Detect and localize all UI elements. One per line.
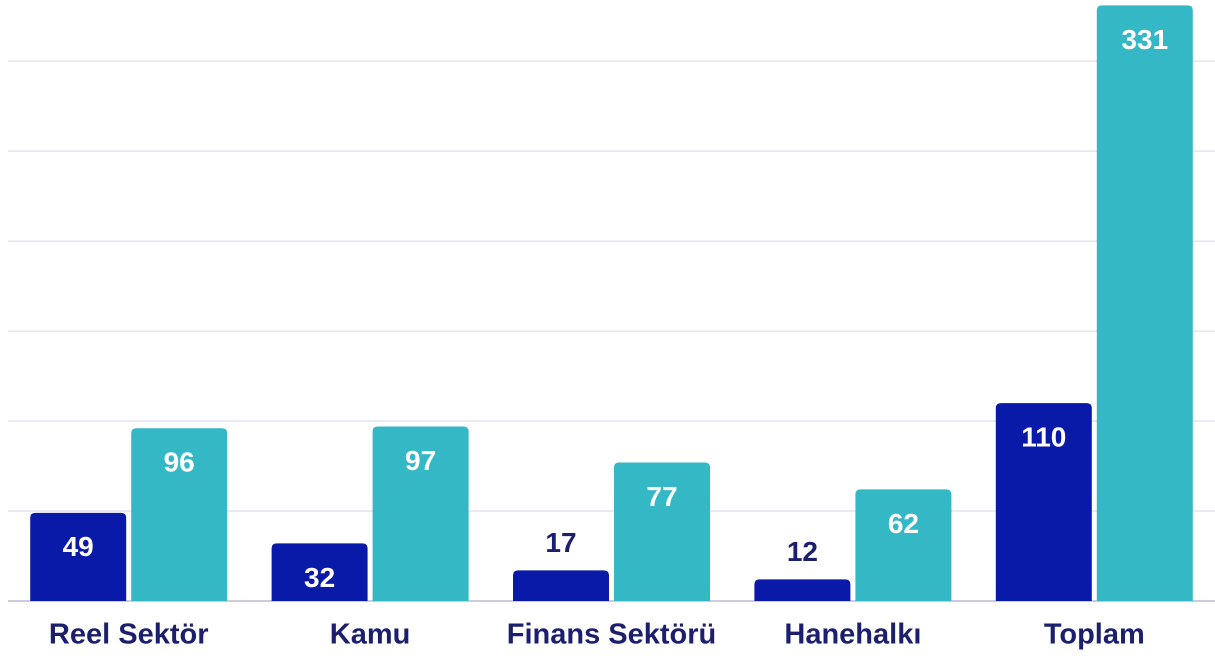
bar — [855, 489, 952, 601]
bar — [995, 403, 1092, 601]
bar — [513, 570, 609, 601]
value-label: 331 — [1121, 24, 1168, 55]
value-label: 110 — [1021, 421, 1066, 452]
value-label: 17 — [545, 527, 576, 558]
value-label: 49 — [63, 531, 94, 562]
bar — [1096, 5, 1193, 602]
value-label: 97 — [405, 445, 436, 476]
bar — [614, 462, 710, 601]
value-label: 77 — [646, 481, 677, 512]
value-label: 62 — [888, 508, 919, 539]
bar — [30, 512, 127, 601]
x-tick-label: Hanehalkı — [784, 619, 921, 651]
bar — [131, 428, 228, 601]
x-tick-label: Reel Sektör — [49, 619, 209, 651]
bar — [372, 426, 469, 601]
bar — [754, 579, 851, 601]
x-tick-label: Kamu — [330, 619, 411, 651]
value-label: 96 — [164, 447, 195, 478]
value-label: 32 — [304, 562, 335, 593]
x-tick-label: Finans Sektörü — [507, 619, 717, 651]
value-label: 12 — [787, 536, 818, 567]
bar — [271, 543, 368, 601]
x-tick-label: Toplam — [1044, 619, 1145, 651]
